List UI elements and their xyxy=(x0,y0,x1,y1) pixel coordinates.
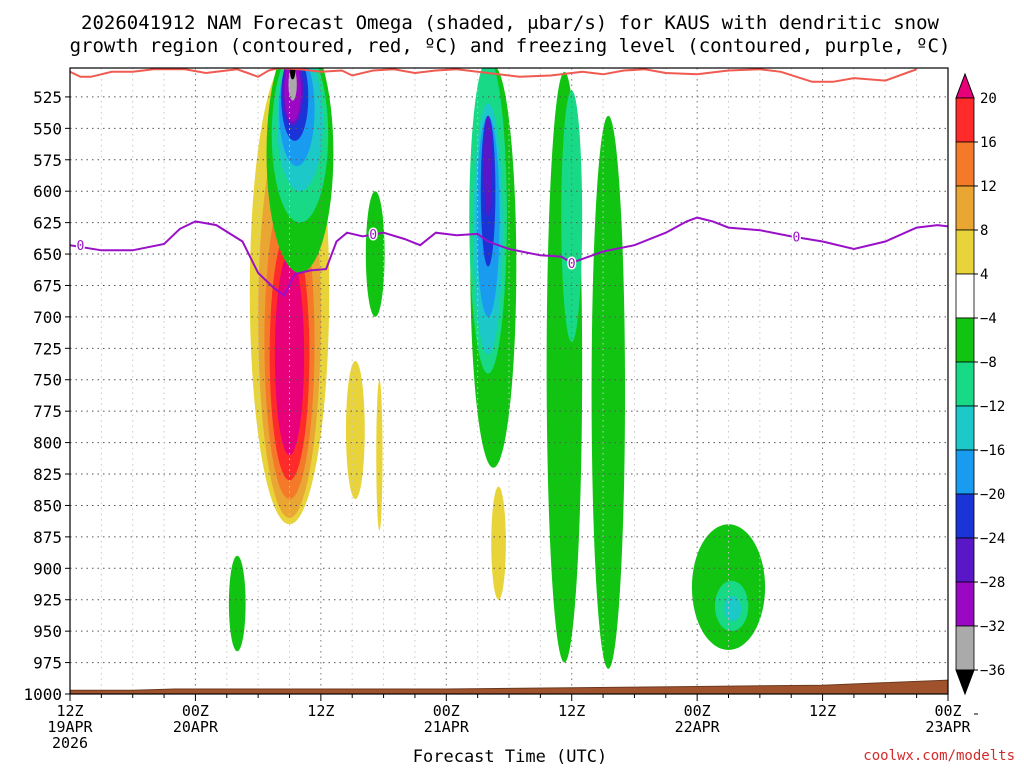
omega-region-26 xyxy=(561,90,583,343)
colorbar-label-11: −28 xyxy=(980,575,1005,591)
x-tick-label-0-0: 12Z xyxy=(56,702,83,720)
x-tick-label-5-1: 22APR xyxy=(675,718,721,736)
colorbar-swatch-6 xyxy=(955,317,975,363)
y-tick-label-625: 625 xyxy=(33,214,62,233)
chart-title-line1: 2026041912 NAM Forecast Omega (shaded, μ… xyxy=(81,12,939,34)
dgz-contour xyxy=(70,68,917,83)
colorbar-label-5: −4 xyxy=(980,311,997,327)
omega-region-5 xyxy=(345,360,365,500)
freezing-level-label-0: 0 xyxy=(77,239,85,254)
x-tick-label-7-0: 00Z xyxy=(934,702,961,720)
y-axis: 525 550 575 600 625 650 675 700 725 750 775 800 825 8… xyxy=(23,88,70,704)
colorbar-label-6: −8 xyxy=(980,355,997,371)
colorbar-label-1: 16 xyxy=(980,135,997,151)
freezing-level-label-2: 0 xyxy=(568,257,576,272)
colorbar-arrow-bottom xyxy=(955,669,975,696)
colorbar-label-12: −32 xyxy=(980,619,1005,635)
y-tick-label-775: 775 xyxy=(33,402,62,421)
omega-region-7 xyxy=(491,486,506,600)
colorbar-swatch-13 xyxy=(955,625,975,671)
x-tick-label-4-0: 12Z xyxy=(558,702,585,720)
y-tick-label-875: 875 xyxy=(33,528,62,547)
x-axis-label: Forecast Time (UTC) xyxy=(413,747,607,767)
credit-text: coolwx.com/modelts xyxy=(863,748,1015,764)
colorbar-swatch-2 xyxy=(955,141,975,187)
x-tick-label-2-0: 12Z xyxy=(307,702,334,720)
x-tick-label-0-1: 19APR xyxy=(47,718,93,736)
omega-region-24 xyxy=(483,115,493,217)
y-tick-label-550: 550 xyxy=(33,119,62,138)
x-tick-label-6-0: 12Z xyxy=(809,702,836,720)
x-tick-label-3-0: 00Z xyxy=(433,702,460,720)
y-tick-label-650: 650 xyxy=(33,245,62,264)
colorbar-label-8: −16 xyxy=(980,443,1005,459)
colorbar-swatch-9 xyxy=(955,449,975,495)
y-tick-label-850: 850 xyxy=(33,496,62,515)
omega-region-30 xyxy=(724,595,742,622)
chart-title-line2: growth region (contoured, red, ºC) and f… xyxy=(70,35,951,57)
x-tick-label-0-2: 2026 xyxy=(52,734,88,752)
colorbar-label-0: 20 xyxy=(980,91,997,107)
y-tick-label-800: 800 xyxy=(33,434,62,453)
colorbar-label-7: −12 xyxy=(980,399,1005,415)
y-tick-label-950: 950 xyxy=(33,622,62,641)
y-tick-label-675: 675 xyxy=(33,276,62,295)
y-tick-label-525: 525 xyxy=(33,88,62,107)
freezing-level-label-1: 0 xyxy=(369,228,377,243)
colorbar-swatch-11 xyxy=(955,537,975,583)
colorbar-label-3: 8 xyxy=(980,223,988,239)
y-tick-label-700: 700 xyxy=(33,308,62,327)
freezing-level-contour xyxy=(70,216,948,298)
colorbar-swatch-10 xyxy=(955,493,975,539)
omega-region-27 xyxy=(591,115,626,669)
colorbar-swatch-12 xyxy=(955,581,975,627)
colorbar-swatch-1 xyxy=(955,97,975,143)
colorbar-swatch-3 xyxy=(955,185,975,231)
colorbar-label-2: 12 xyxy=(980,179,997,195)
omega-region-17 xyxy=(365,191,385,317)
omega-region-16 xyxy=(290,68,296,80)
colorbar-swatch-8 xyxy=(955,405,975,451)
x-tick-label-1-1: 20APR xyxy=(173,718,219,736)
freezing-level-label-3: 0 xyxy=(793,230,801,245)
colorbar-swatch-5 xyxy=(955,273,975,319)
y-tick-label-825: 825 xyxy=(33,465,62,484)
colorbar-label-4: 4 xyxy=(980,267,988,283)
colorbar-swatch-7 xyxy=(955,361,975,407)
y-tick-label-1000: 1000 xyxy=(23,685,62,704)
y-tick-label-750: 750 xyxy=(33,371,62,390)
x-tick-label-1-0: 00Z xyxy=(182,702,209,720)
colorbar-arrow-top xyxy=(955,72,975,99)
omega-region-6 xyxy=(376,379,383,531)
y-tick-label-600: 600 xyxy=(33,182,62,201)
x-tick-label-7-1: 23APR xyxy=(925,718,971,736)
colorbar-label-13: −36 xyxy=(980,663,1005,679)
omega-shading xyxy=(228,68,766,669)
y-tick-label-575: 575 xyxy=(33,151,62,170)
colorbar: 20 16 12 8 4 −4 −8 −12 −16 −20 −24 −28 −32 −36 xyxy=(955,72,1005,715)
colorbar-swatch-4 xyxy=(955,229,975,275)
contour-layer: 0 0 0 0 xyxy=(70,68,948,298)
colorbar-label-9: −20 xyxy=(980,487,1005,503)
y-tick-label-975: 975 xyxy=(33,654,62,673)
colorbar-label-10: −24 xyxy=(980,531,1005,547)
y-tick-label-925: 925 xyxy=(33,591,62,610)
omega-region-18 xyxy=(228,555,246,652)
x-tick-label-5-0: 00Z xyxy=(684,702,711,720)
y-tick-label-725: 725 xyxy=(33,339,62,358)
x-tick-label-3-1: 21APR xyxy=(424,718,470,736)
y-tick-label-900: 900 xyxy=(33,559,62,578)
